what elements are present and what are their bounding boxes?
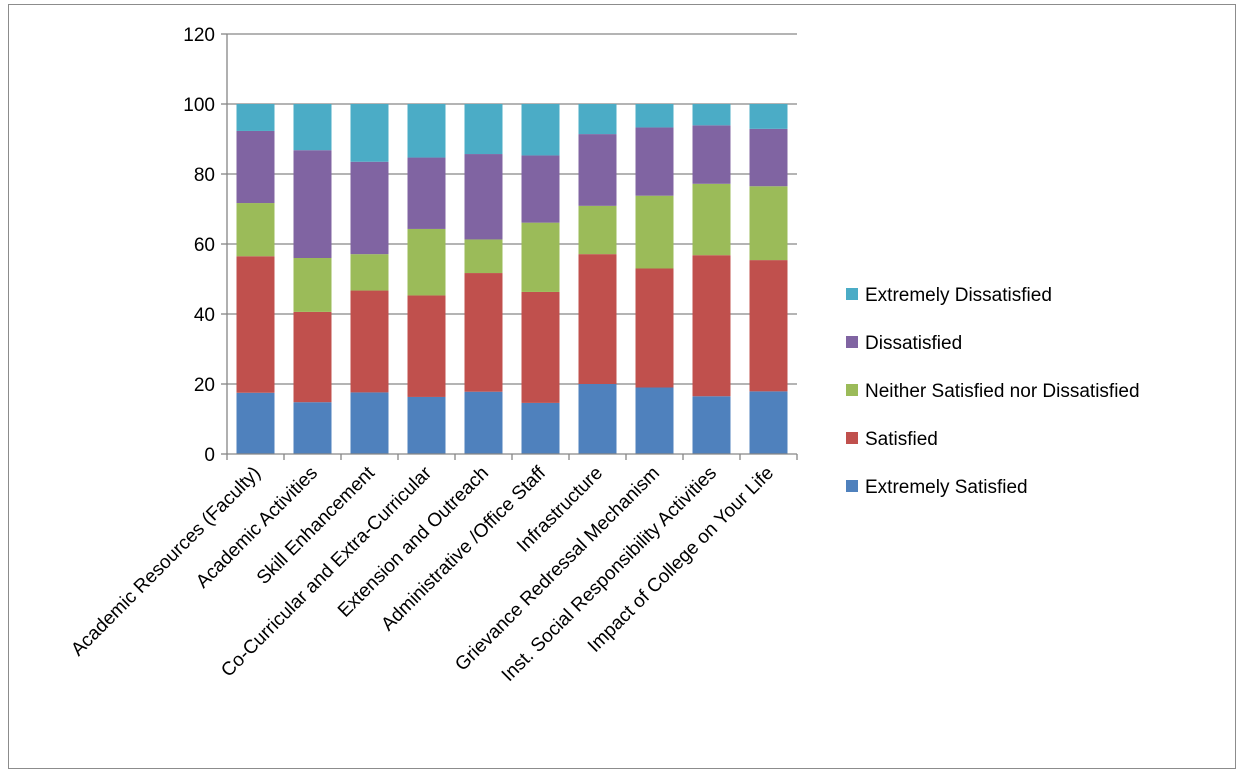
bar-segment	[236, 392, 275, 454]
bar-segment	[635, 268, 674, 388]
bar-segment	[578, 134, 617, 206]
bar-segment	[407, 104, 446, 158]
x-tick-labels: Academic Resources (Faculty)Academic Act…	[67, 462, 778, 686]
bar-segment	[293, 150, 332, 258]
legend-label: Extremely Satisfied	[865, 477, 1028, 498]
legend-label: Extremely Dissatisfied	[865, 285, 1052, 306]
bar-segment	[749, 186, 788, 261]
bar-segment	[521, 155, 560, 223]
legend: Extremely Dissatisfied Dissatisfied Neithe…	[846, 285, 1140, 498]
legend-label: Satisfied	[865, 429, 938, 450]
bar-segment	[350, 290, 389, 393]
bar-segment	[464, 273, 503, 392]
y-tick-label: 0	[204, 445, 215, 466]
legend-swatch	[846, 336, 858, 348]
bar-segment	[350, 392, 389, 454]
bar-segment	[578, 104, 617, 135]
chart-frame	[8, 4, 1236, 769]
legend-item: Dissatisfied	[846, 333, 962, 354]
y-tick-label: 40	[194, 305, 215, 326]
bars	[236, 104, 788, 454]
bar-segment	[350, 161, 389, 255]
bar-segment	[692, 255, 731, 397]
axes	[221, 33, 798, 460]
y-tick-label: 60	[194, 235, 215, 256]
bar-segment	[293, 311, 332, 403]
bar-segment	[464, 391, 503, 454]
bar-segment	[692, 183, 731, 256]
bar-segment	[749, 260, 788, 392]
bar-segment	[293, 258, 332, 312]
bar-segment	[635, 127, 674, 196]
legend-item: Extremely Dissatisfied	[846, 285, 1052, 306]
bar-segment	[749, 128, 788, 187]
legend-label: Dissatisfied	[865, 333, 962, 354]
bar-segment	[692, 396, 731, 454]
bar-segment	[236, 130, 275, 204]
bar-segment	[521, 402, 560, 454]
bar-segment	[407, 295, 446, 397]
bar-segment	[350, 254, 389, 291]
bar-segment	[293, 104, 332, 151]
bar-segment	[521, 104, 560, 156]
y-tick-label: 120	[183, 25, 215, 46]
bar-segment	[407, 396, 446, 454]
bar-segment	[521, 291, 560, 403]
bar-segment	[635, 104, 674, 128]
legend-swatch	[846, 432, 858, 444]
bar-segment	[464, 239, 503, 274]
bar-segment	[293, 402, 332, 454]
bar-segment	[578, 205, 617, 255]
y-tick-label: 20	[194, 375, 215, 396]
bar-segment	[236, 104, 275, 131]
bar-segment	[692, 125, 731, 184]
legend-label: Neither Satisfied nor Dissatisfied	[865, 381, 1140, 402]
legend-item: Extremely Satisfied	[846, 477, 1028, 498]
bar-segment	[464, 154, 503, 240]
bar-segment	[749, 391, 788, 454]
y-tick-label: 100	[183, 95, 215, 116]
bar-segment	[578, 384, 617, 454]
bar-segment	[578, 254, 617, 384]
bar-segment	[350, 104, 389, 162]
bar-segment	[236, 256, 275, 393]
bar-segment	[692, 104, 731, 126]
bar-segment	[521, 222, 560, 292]
y-tick-labels: 0 20 40 60 80 100 120	[183, 25, 215, 466]
bar-segment	[635, 195, 674, 269]
y-tick-label: 80	[194, 165, 215, 186]
bar-segment	[635, 387, 674, 454]
legend-item: Satisfied	[846, 429, 938, 450]
legend-swatch	[846, 384, 858, 396]
bar-segment	[236, 203, 275, 257]
bar-segment	[407, 157, 446, 229]
x-tick-label: Grievance Redressal Mechanism	[451, 463, 664, 676]
legend-item: Neither Satisfied nor Dissatisfied	[846, 381, 1140, 402]
bar-segment	[464, 104, 503, 155]
legend-swatch	[846, 288, 858, 300]
bar-segment	[749, 104, 788, 129]
legend-swatch	[846, 480, 858, 492]
bar-segment	[407, 228, 446, 296]
x-tick-label: Co-Curricular and Extra-Curricular	[217, 462, 436, 681]
